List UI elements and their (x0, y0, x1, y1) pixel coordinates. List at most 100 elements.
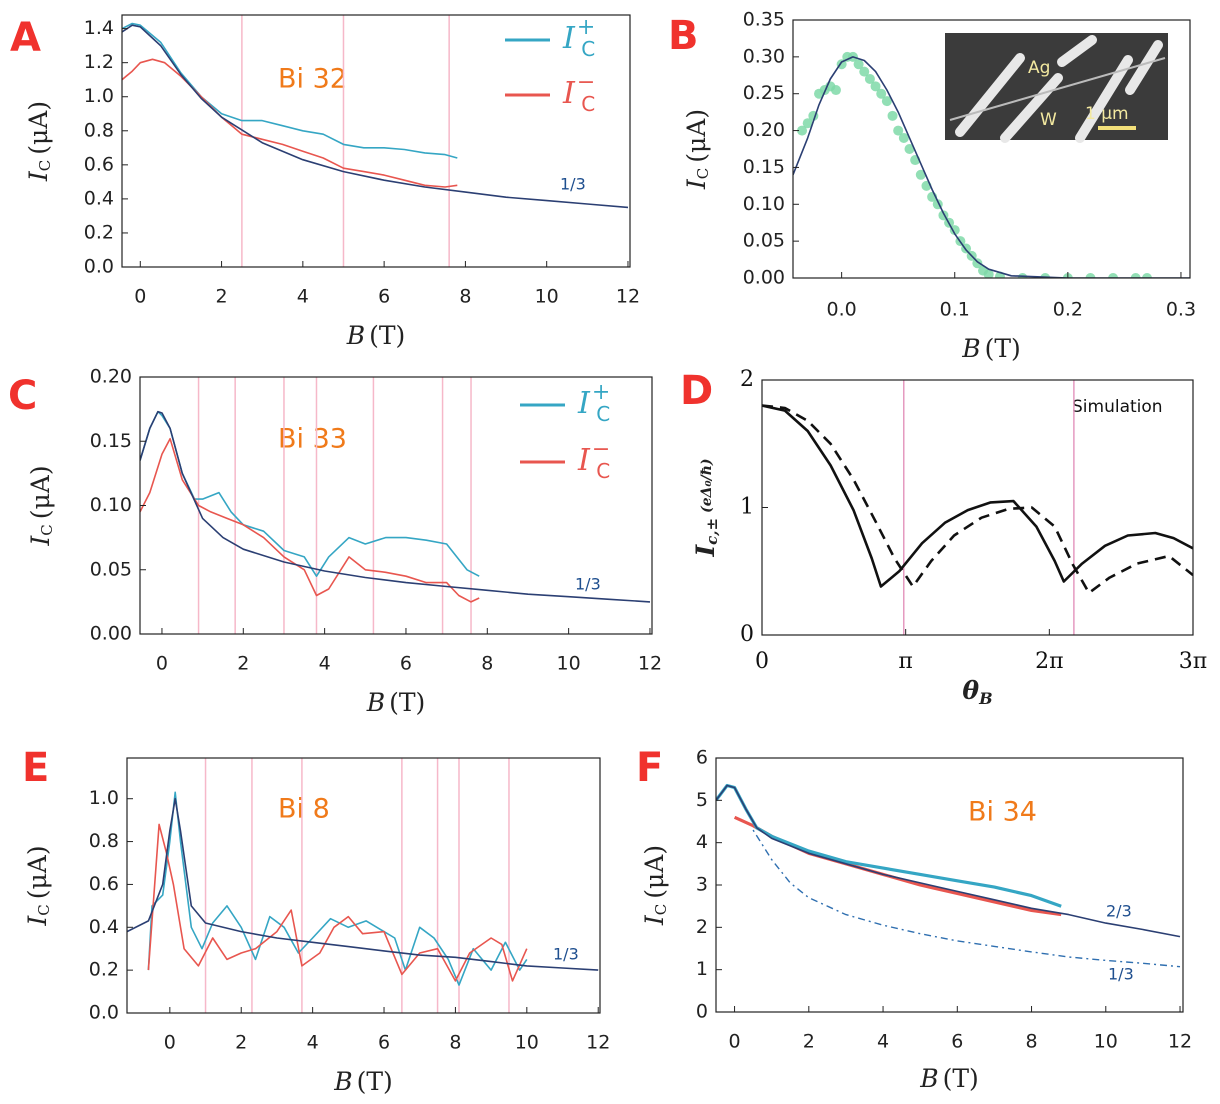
data-point (853, 59, 864, 70)
data-point (881, 96, 892, 107)
simulation-label: Simulation (1072, 397, 1163, 417)
x-tick-label: 12 (1168, 1031, 1192, 1053)
y-tick-label: 5 (696, 789, 708, 811)
y-tick-label: 0.00 (743, 267, 785, 289)
data-point (870, 81, 881, 92)
y-tick-label: 0.4 (89, 916, 119, 938)
data-point (983, 269, 994, 278)
x-tick-label: 12 (616, 286, 640, 308)
x-tick-label: 0 (156, 653, 168, 675)
x-tick-label: 10 (535, 286, 559, 308)
y-tick-label: 0.0 (84, 256, 114, 278)
x-axis-unit: (T) (357, 1067, 393, 1096)
inset-wire (949, 57, 1166, 121)
x-axis-label: B (T) (333, 1067, 393, 1096)
y-tick-label: 4 (696, 831, 708, 853)
y-tick-label: 0.0 (89, 1002, 119, 1024)
panel-letter: D (680, 368, 713, 414)
x-axis-symbol: B (919, 1064, 938, 1093)
data-line (122, 24, 629, 209)
data-line (716, 784, 1181, 938)
y-tick-label: 0.8 (89, 830, 119, 852)
data-line (147, 791, 528, 986)
data-point (797, 125, 808, 136)
x-axis-symbol: B (366, 688, 385, 717)
legend-superscript: − (577, 70, 595, 95)
axes-frame (715, 757, 1184, 1013)
y-axis-unit: (μA) (640, 845, 669, 899)
inset-label: W (1040, 110, 1057, 130)
x-tick-label: 6 (951, 1031, 963, 1053)
data-point (830, 85, 841, 96)
y-axis-label: IC (μA) (26, 465, 57, 546)
y-tick-label: 1.0 (89, 787, 119, 809)
x-tick-label: 2π (1035, 649, 1063, 674)
scale-bar (1098, 126, 1136, 130)
x-axis-unit: (T) (943, 1064, 979, 1093)
y-tick-label: 0.2 (89, 959, 119, 981)
x-tick-label: 2 (237, 653, 249, 675)
inset-wire (1000, 73, 1063, 143)
exponent-label: 1/3 (575, 575, 601, 594)
inset-label: 1 μm (1085, 104, 1129, 124)
data-point (1130, 273, 1141, 278)
legend-superscript: + (592, 380, 610, 405)
y-axis-subscript: C (694, 168, 712, 179)
y-tick-label: 3 (696, 874, 708, 896)
y-tick-label: 1 (740, 495, 754, 520)
x-tick-label: 8 (459, 286, 471, 308)
legend-subscript: C (596, 402, 610, 426)
x-axis-label: B (T) (919, 1064, 979, 1093)
data-point (864, 73, 875, 84)
data-line (122, 22, 458, 159)
inset-wire (1075, 55, 1133, 143)
data-line (793, 56, 1190, 278)
x-tick-label: 4 (877, 1031, 889, 1053)
inset-wire (1125, 40, 1163, 95)
y-tick-label: 0.20 (90, 366, 132, 388)
x-tick-label: 2 (216, 286, 228, 308)
x-axis-unit: (T) (985, 334, 1021, 363)
y-tick-label: 0 (696, 1001, 708, 1023)
x-tick-label: 4 (319, 653, 331, 675)
y-axis-label: IC (μA) (24, 101, 55, 182)
x-tick-label: 0 (164, 1032, 176, 1054)
axes-frame (121, 14, 631, 268)
x-tick-label: 8 (449, 1032, 461, 1054)
data-point (893, 125, 904, 136)
y-axis-label: IC (μA) (682, 109, 713, 190)
x-tick-label: 8 (1025, 1031, 1037, 1053)
y-tick-label: 0.6 (84, 153, 114, 175)
sample-label: Bi 8 (278, 794, 330, 825)
data-point (904, 144, 915, 154)
x-tick-label: 12 (638, 653, 662, 675)
x-axis-label: B (T) (346, 321, 406, 350)
legend-symbol: I (577, 386, 591, 421)
data-line (122, 58, 458, 188)
data-point (1142, 273, 1153, 278)
y-tick-label: 1.0 (84, 85, 114, 107)
y-tick-label: 0.20 (743, 119, 785, 141)
legend-symbol: I (577, 443, 591, 478)
y-axis-symbol: I (24, 170, 53, 182)
legend-label: I− C (562, 70, 595, 116)
y-tick-label: 0.05 (90, 558, 132, 580)
x-tick-label: 12 (586, 1032, 610, 1054)
legend-symbol: I (562, 76, 576, 111)
y-axis-subscript: C (38, 524, 56, 535)
y-tick-label: 0.00 (90, 623, 132, 645)
legend-subscript: C (581, 92, 595, 116)
y-tick-label: 0.05 (743, 230, 785, 252)
y-tick-label: 1 (696, 958, 708, 980)
sample-label: Bi 34 (968, 797, 1037, 828)
plot-area (762, 380, 1193, 635)
y-axis-unit: (μA) (24, 101, 53, 155)
data-point (859, 66, 870, 77)
panel-letter: F (636, 745, 663, 791)
y-tick-label: 1.2 (84, 51, 114, 73)
y-tick-label: 1.4 (84, 17, 114, 39)
exponent-label: 2/3 (1106, 902, 1132, 921)
y-axis-subscript: C (652, 904, 670, 915)
y-axis-symbol: I (640, 914, 669, 926)
inset-wire (955, 53, 1025, 137)
